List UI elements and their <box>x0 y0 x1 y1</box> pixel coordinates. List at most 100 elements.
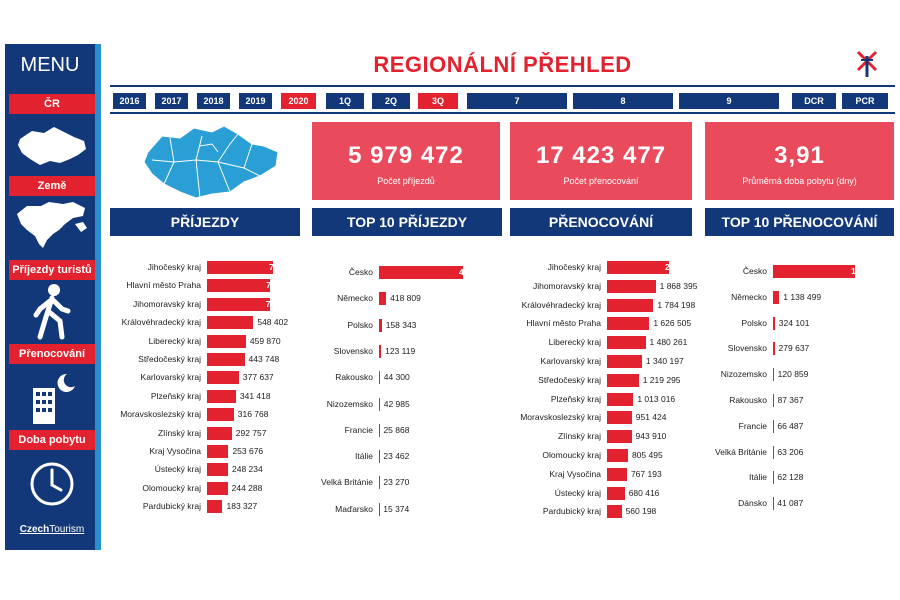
bar[interactable] <box>207 279 271 293</box>
bar[interactable] <box>207 297 270 311</box>
bar-row[interactable]: Středočeský kraj 1 219 295 <box>0 373 681 388</box>
bar[interactable] <box>379 266 463 279</box>
bar-row[interactable]: Středočeský kraj 443 748 <box>0 352 279 367</box>
bar-row[interactable]: Liberecký kraj 1 480 261 <box>0 335 687 350</box>
bar[interactable] <box>207 445 229 458</box>
bar[interactable] <box>207 426 232 440</box>
filter-quarter-2q[interactable]: 2Q <box>372 93 410 109</box>
bar-row[interactable]: Jihomoravský kraj 1 868 395 <box>0 279 697 294</box>
bar-row[interactable]: Kraj Vysočina 767 193 <box>0 467 662 482</box>
bar-row[interactable]: Polsko 324 101 <box>0 316 810 331</box>
bar[interactable] <box>379 292 387 306</box>
bar[interactable] <box>207 371 239 385</box>
bar[interactable] <box>773 342 775 356</box>
bar[interactable] <box>607 373 639 387</box>
bar[interactable] <box>207 334 246 348</box>
bar[interactable] <box>607 505 622 519</box>
bar[interactable] <box>379 397 380 411</box>
filter-year-2016[interactable]: 2016 <box>113 93 146 109</box>
bar-row[interactable]: Plzeňský kraj 1 013 016 <box>0 392 675 407</box>
bar[interactable] <box>207 389 236 403</box>
bar[interactable] <box>607 355 642 368</box>
bar-row[interactable]: Karlovarský kraj 377 637 <box>0 370 274 385</box>
bar[interactable] <box>607 467 627 481</box>
bar-row[interactable]: Ústecký kraj 248 234 <box>0 462 263 477</box>
bar-row[interactable]: Ústecký kraj 680 416 <box>0 486 659 501</box>
bar-row[interactable]: Královéhradecký kraj 1 784 198 <box>0 298 695 313</box>
bar[interactable] <box>207 261 273 274</box>
bar-row[interactable]: Hlavní město Praha 1 626 505 <box>0 316 691 331</box>
bar-row[interactable]: Pardubický kraj 560 198 <box>0 504 656 519</box>
bar[interactable] <box>607 317 650 331</box>
bar-row[interactable]: Rakousko 44 300 <box>0 370 410 385</box>
bar-row[interactable]: Plzeňský kraj 341 418 <box>0 389 271 404</box>
bar-row[interactable]: Slovensko 123 119 <box>0 344 415 359</box>
bar[interactable] <box>207 408 234 422</box>
bar-row[interactable]: Slovensko 279 637 <box>0 341 809 356</box>
filter-year-2019[interactable]: 2019 <box>239 93 272 109</box>
bar[interactable] <box>607 261 669 274</box>
bar[interactable] <box>773 368 774 382</box>
bar[interactable] <box>607 486 625 500</box>
clock-icon[interactable] <box>13 454 91 514</box>
bar[interactable] <box>607 449 628 462</box>
bar-row[interactable]: Dánsko 41 087 <box>0 496 803 511</box>
bar-row[interactable]: Maďarsko 15 374 <box>0 502 409 517</box>
filter-year-2018[interactable]: 2018 <box>197 93 230 109</box>
bar-row[interactable]: Královéhradecký kraj 548 402 <box>0 315 288 330</box>
bar[interactable] <box>607 336 646 350</box>
bar[interactable] <box>207 316 254 330</box>
world-map-icon[interactable] <box>13 198 91 258</box>
bar-row[interactable]: Nizozemsko 42 985 <box>0 397 410 412</box>
bar-row[interactable]: Kraj Vysočina 253 676 <box>0 444 263 459</box>
bar[interactable] <box>607 411 632 425</box>
bar-row[interactable]: Itálie 62 128 <box>0 470 803 485</box>
bar-row[interactable]: Rakousko 87 367 <box>0 393 803 408</box>
filter-segment-dcr[interactable]: DCR <box>792 93 836 109</box>
filter-month-7[interactable]: 7 <box>467 93 567 109</box>
bar-row[interactable]: Pardubický kraj 183 327 <box>0 499 257 514</box>
bar-row[interactable]: Německo 418 809 <box>0 291 421 306</box>
bar-row[interactable]: Nizozemsko 120 859 <box>0 367 808 382</box>
sidebar-item-doba-pobytu[interactable]: Doba pobytu <box>9 430 95 450</box>
czech-regions-map[interactable] <box>140 122 285 202</box>
bar[interactable] <box>773 265 855 278</box>
sidebar-item-cr[interactable]: ČR <box>9 94 95 114</box>
bar[interactable] <box>607 279 656 293</box>
bar-row[interactable]: Zlínský kraj 943 910 <box>0 429 666 444</box>
filter-quarter-3q[interactable]: 3Q <box>418 93 458 109</box>
bar-row[interactable]: Velká Británie 23 270 <box>0 475 409 490</box>
filter-month-8[interactable]: 8 <box>573 93 673 109</box>
bar-row[interactable]: Itálie 23 462 <box>0 449 409 464</box>
bar[interactable] <box>207 463 228 477</box>
bar-row[interactable]: Moravskoslezský kraj 316 768 <box>0 407 269 422</box>
bar[interactable] <box>607 392 634 406</box>
bar[interactable] <box>379 344 382 358</box>
bar-row[interactable]: Olomoucký kraj 244 288 <box>0 481 262 496</box>
filter-year-2017[interactable]: 2017 <box>155 93 188 109</box>
bar[interactable] <box>607 298 654 312</box>
bar[interactable] <box>207 500 223 514</box>
bar[interactable] <box>773 316 775 330</box>
walking-person-icon[interactable] <box>13 282 91 342</box>
filter-segment-pcr[interactable]: PCR <box>842 93 888 109</box>
bar[interactable] <box>207 481 228 495</box>
bar-row[interactable]: Velká Británie 63 206 <box>0 445 803 460</box>
filter-month-9[interactable]: 9 <box>679 93 779 109</box>
sidebar-item-prijezdy[interactable]: Příjezdy turistů <box>9 260 95 280</box>
bar[interactable] <box>607 430 632 444</box>
bar-row[interactable]: Polsko 158 343 <box>0 318 416 333</box>
sidebar-item-prenocovani[interactable]: Přenocování <box>9 344 95 364</box>
bar-row[interactable]: Olomoucký kraj 805 495 <box>0 448 663 463</box>
bar-row[interactable]: Zlínský kraj 292 757 <box>0 426 266 441</box>
bar-row[interactable]: Moravskoslezský kraj 951 424 <box>0 410 666 425</box>
sidebar-item-zeme[interactable]: Země <box>9 176 95 196</box>
bar-row[interactable]: Francie 66 487 <box>0 419 803 434</box>
bar-row[interactable]: Česko 14 801 413 <box>0 264 894 279</box>
bar[interactable] <box>379 318 382 332</box>
bar-row[interactable]: Německo 1 138 499 <box>0 290 821 305</box>
bar[interactable] <box>773 290 780 304</box>
filter-quarter-1q[interactable]: 1Q <box>326 93 364 109</box>
filter-year-2020[interactable]: 2020 <box>281 93 316 109</box>
bar[interactable] <box>379 371 380 385</box>
